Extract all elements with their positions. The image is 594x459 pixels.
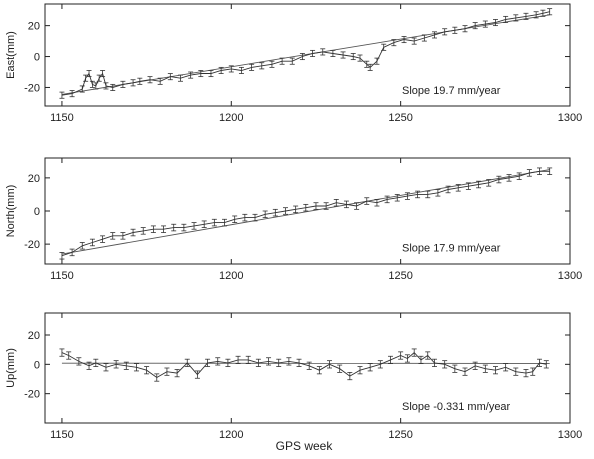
slope-annotation: Slope -0.331 mm/year <box>402 401 511 413</box>
data-point-errorbar <box>503 364 508 371</box>
y-axis-label: East(mm) <box>5 31 17 79</box>
data-point-errorbar <box>300 53 305 59</box>
x-axis-label: GPS week <box>276 439 334 453</box>
data-point-errorbar <box>358 367 363 374</box>
x-tick-label: 1250 <box>388 112 412 124</box>
data-point-errorbar <box>388 356 393 363</box>
x-tick-label: 1300 <box>558 429 582 441</box>
panel-east: 1150 1200 1250 1300 -20 0 20 East(mm) Slope 19.7… <box>5 4 582 124</box>
y-tick-label: 20 <box>28 330 40 342</box>
data-point-errorbar <box>317 367 322 374</box>
data-point-errorbar <box>154 374 159 381</box>
data-point-errorbar <box>76 358 81 365</box>
panel-up: 1150 1200 1250 1300 -20 0 20 Up(mm) Slope -0.331… <box>5 313 582 441</box>
data-point-errorbar <box>412 349 417 356</box>
data-point-errorbar <box>59 349 64 356</box>
data-point-errorbar <box>80 242 85 249</box>
y-tick-label: -20 <box>24 82 40 94</box>
x-tick-label: 1150 <box>50 270 74 282</box>
x-tick-label: 1300 <box>558 112 582 124</box>
y-tick-label: 0 <box>34 206 40 218</box>
x-tick-label: 1150 <box>50 429 74 441</box>
data-point-errorbar <box>90 81 95 87</box>
y-tick-label: 20 <box>28 21 40 33</box>
slope-annotation: Slope 19.7 mm/year <box>402 85 501 97</box>
data-point-errorbar <box>347 372 352 379</box>
data-point-errorbar <box>368 364 373 371</box>
x-tick-label: 1200 <box>219 429 243 441</box>
data-point-errorbar <box>93 83 98 89</box>
data-point-errorbar <box>381 44 386 50</box>
data-point-errorbar <box>378 361 383 368</box>
y-axis-label: North(mm) <box>5 185 17 238</box>
data-point-errorbar <box>100 236 105 243</box>
slope-annotation: Slope 17.9 mm/year <box>402 242 501 254</box>
data-point-errorbar <box>66 352 71 359</box>
data-point-errorbar <box>327 361 332 368</box>
data-point-errorbar <box>398 352 403 359</box>
data-point-errorbar <box>432 32 437 38</box>
x-tick-label: 1250 <box>388 270 412 282</box>
y-tick-label: 0 <box>34 359 40 371</box>
data-point-errorbar <box>144 367 149 374</box>
x-tick-label: 1200 <box>219 112 243 124</box>
data-point-errorbar <box>103 364 108 371</box>
panel-north: 1150 1200 1250 1300 -20 0 20 North(mm) Slope 17.… <box>5 158 582 282</box>
x-tick-label: 1300 <box>558 270 582 282</box>
x-tick-label: 1150 <box>50 112 74 124</box>
y-tick-label: -20 <box>24 239 40 251</box>
data-point-errorbar <box>337 365 342 372</box>
data-point-errorbar <box>463 368 468 375</box>
data-point-errorbar <box>452 365 457 372</box>
data-point-errorbar <box>90 239 95 246</box>
y-tick-label: -20 <box>24 389 40 401</box>
observed-line <box>62 12 550 96</box>
data-point-errorbar <box>405 355 410 362</box>
y-axis-label: Up(mm) <box>5 348 17 388</box>
observed-line <box>62 353 546 378</box>
x-tick-label: 1250 <box>388 429 412 441</box>
y-tick-label: 20 <box>28 173 40 185</box>
y-tick-label: 0 <box>34 52 40 64</box>
x-tick-label: 1200 <box>219 270 243 282</box>
